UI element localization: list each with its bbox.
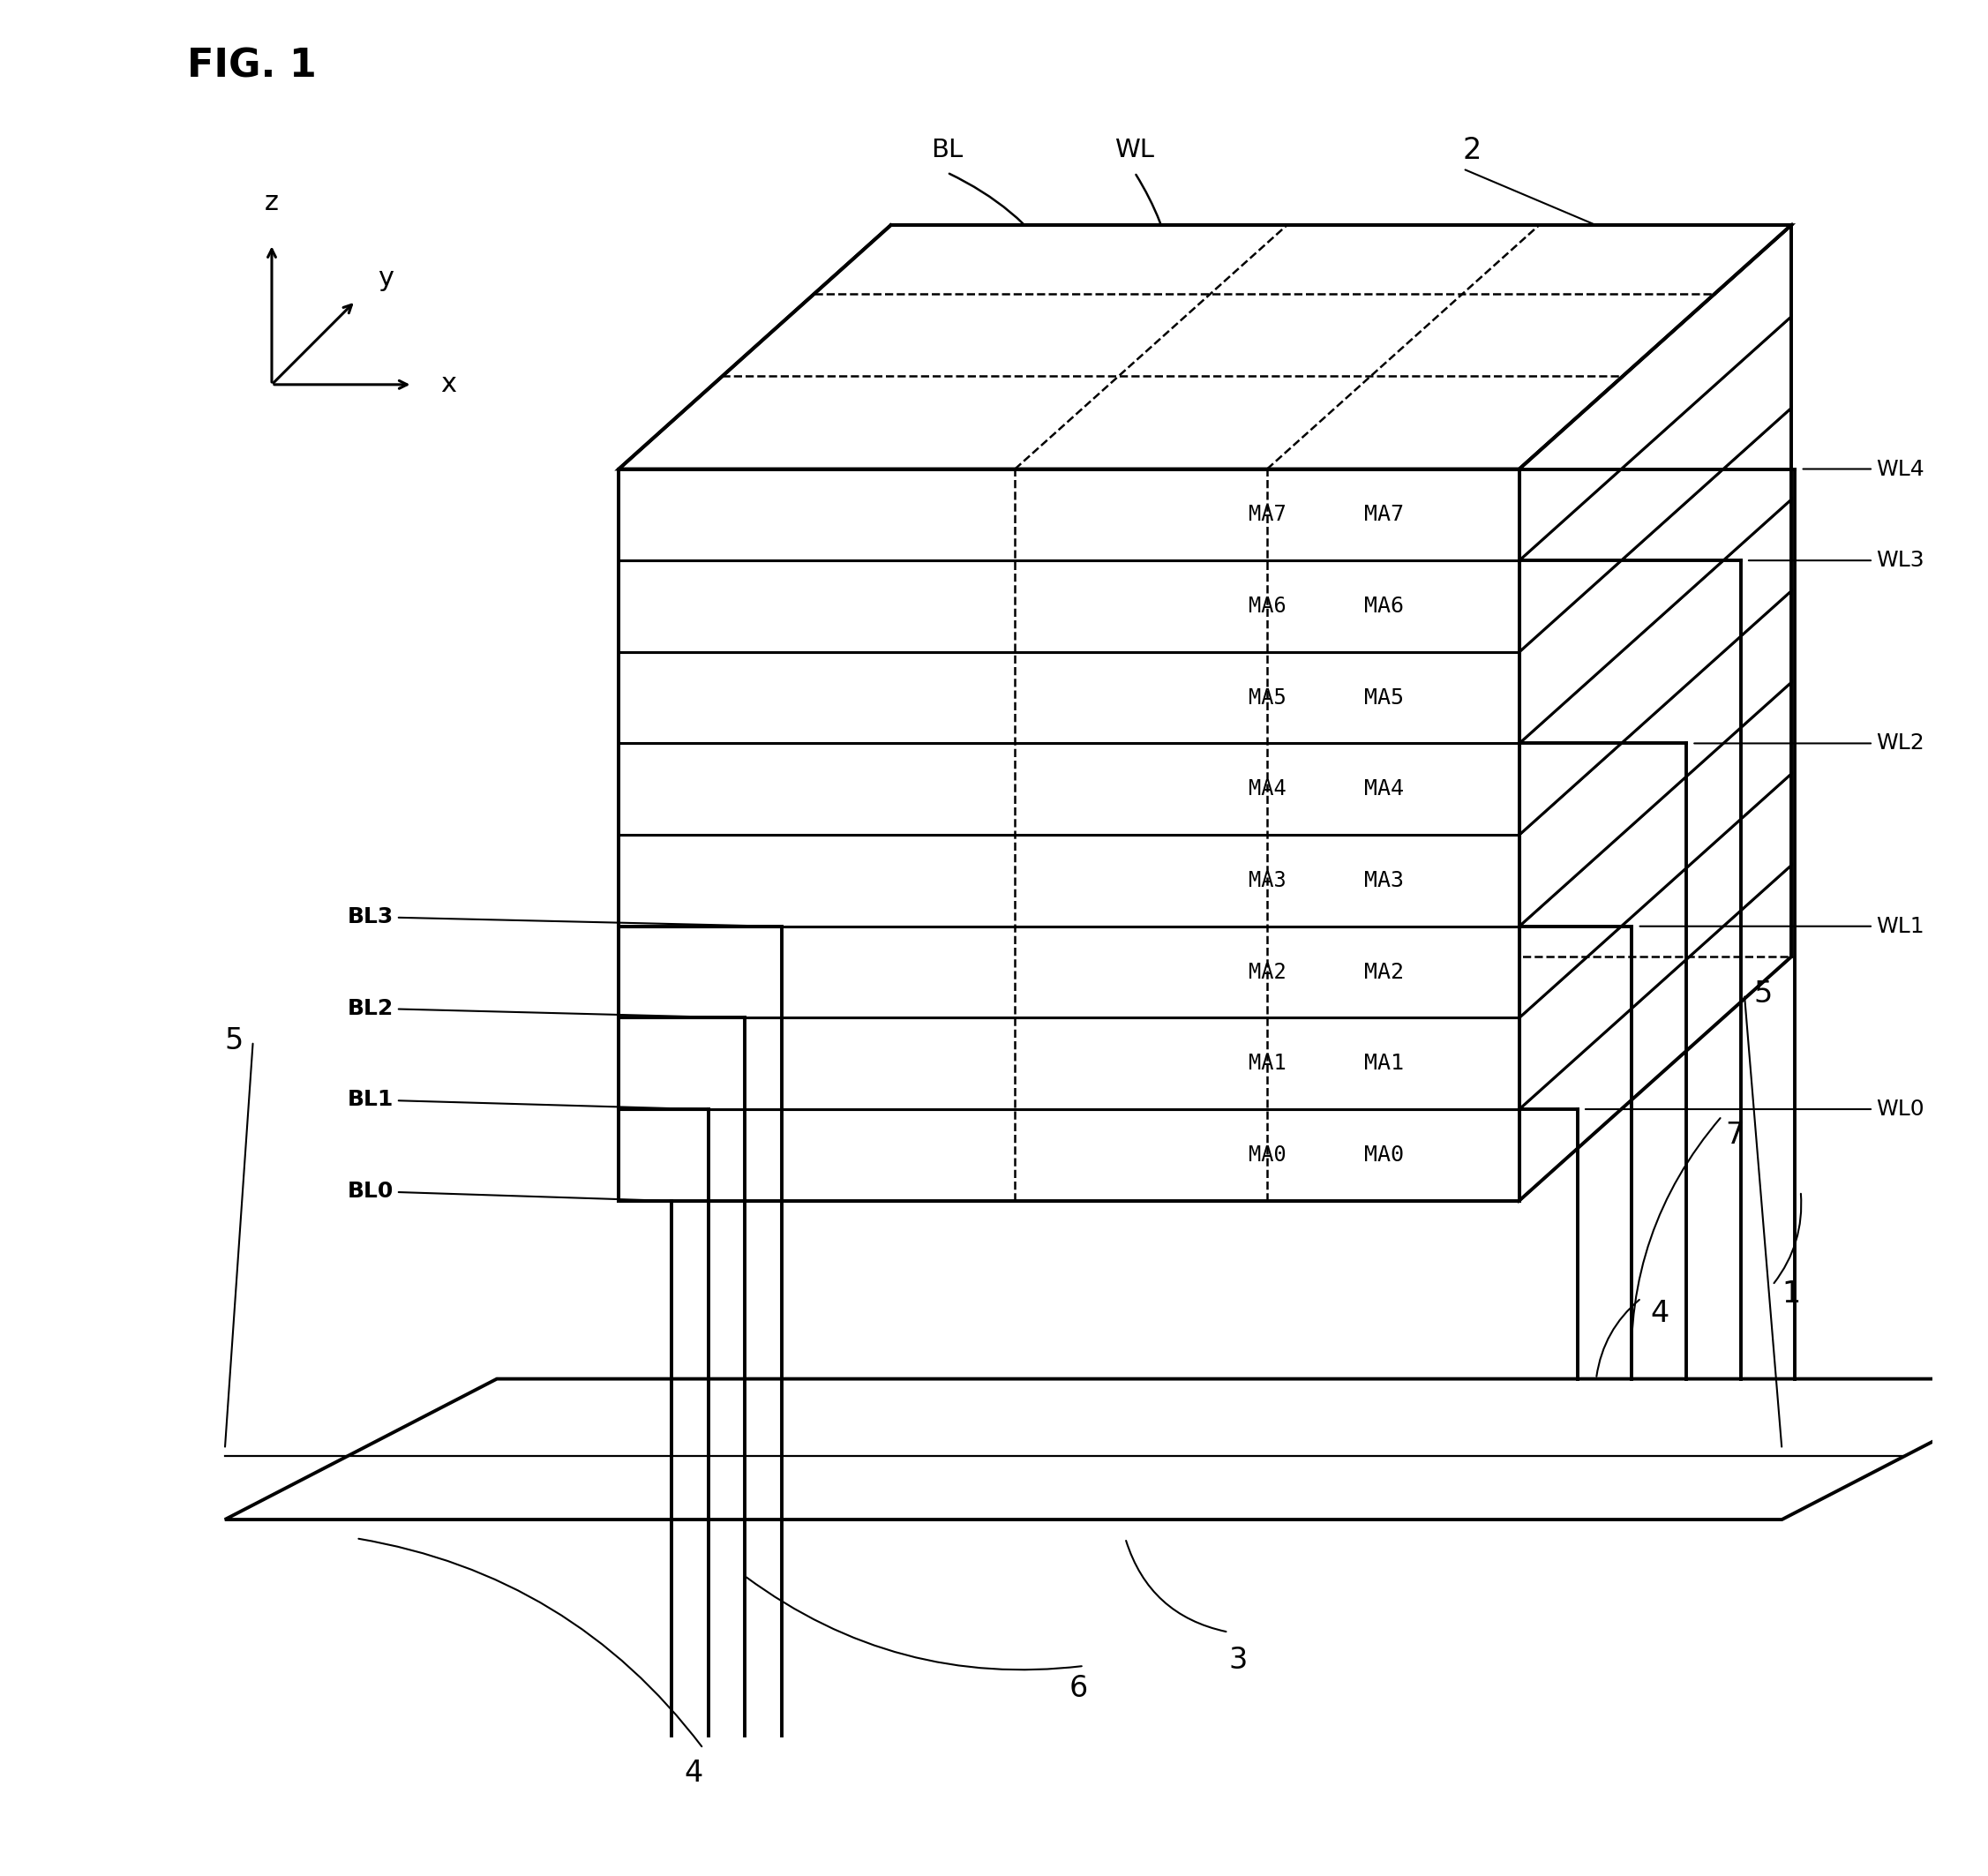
- Text: MA5: MA5: [1248, 687, 1286, 709]
- Text: 6: 6: [1070, 1673, 1087, 1703]
- Polygon shape: [618, 225, 1791, 469]
- Text: FIG. 1: FIG. 1: [187, 47, 316, 84]
- Polygon shape: [618, 743, 1519, 835]
- Text: MA5: MA5: [1364, 687, 1404, 709]
- Text: MA4: MA4: [1364, 779, 1404, 799]
- Polygon shape: [618, 561, 1519, 653]
- Text: MA2: MA2: [1248, 961, 1286, 983]
- Text: BL0: BL0: [348, 1180, 660, 1203]
- Text: WL4: WL4: [1803, 458, 1924, 480]
- Text: x: x: [441, 371, 457, 398]
- Text: 5: 5: [1753, 979, 1773, 1009]
- Polygon shape: [618, 927, 1519, 1017]
- Text: 4: 4: [684, 1758, 704, 1788]
- Polygon shape: [1519, 775, 1791, 1109]
- Text: MA1: MA1: [1248, 1052, 1286, 1075]
- Text: BL1: BL1: [348, 1090, 698, 1111]
- Polygon shape: [618, 653, 1519, 743]
- Text: MA3: MA3: [1248, 870, 1286, 891]
- Text: 1: 1: [1781, 1279, 1801, 1309]
- Polygon shape: [1519, 591, 1791, 927]
- Text: MA7: MA7: [1248, 505, 1286, 525]
- Text: BL: BL: [930, 137, 962, 163]
- Polygon shape: [618, 1017, 1519, 1109]
- Text: WL3: WL3: [1749, 550, 1924, 570]
- Polygon shape: [1519, 225, 1791, 561]
- Text: WL1: WL1: [1640, 915, 1924, 936]
- Text: BL2: BL2: [348, 998, 734, 1019]
- Text: MA1: MA1: [1364, 1052, 1404, 1075]
- Text: MA0: MA0: [1364, 1144, 1404, 1165]
- Text: BL3: BL3: [348, 906, 769, 927]
- Text: z: z: [264, 189, 278, 216]
- Text: WL2: WL2: [1694, 734, 1924, 754]
- Text: 7: 7: [1726, 1120, 1743, 1150]
- Text: MA3: MA3: [1364, 870, 1404, 891]
- Polygon shape: [1519, 683, 1791, 1017]
- Polygon shape: [225, 1379, 1988, 1520]
- Polygon shape: [618, 1109, 1519, 1201]
- Text: 2: 2: [1463, 135, 1481, 165]
- Text: MA6: MA6: [1248, 595, 1286, 617]
- Text: MA0: MA0: [1248, 1144, 1286, 1165]
- Text: 3: 3: [1229, 1645, 1246, 1675]
- Text: MA2: MA2: [1364, 961, 1404, 983]
- Text: WL0: WL0: [1586, 1099, 1924, 1120]
- Text: MA7: MA7: [1364, 505, 1404, 525]
- Polygon shape: [1519, 409, 1791, 743]
- Text: WL: WL: [1115, 137, 1155, 163]
- Polygon shape: [618, 835, 1519, 927]
- Polygon shape: [618, 469, 1519, 561]
- Polygon shape: [1519, 499, 1791, 835]
- Text: 5: 5: [225, 1026, 245, 1056]
- Polygon shape: [1519, 317, 1791, 653]
- Text: MA6: MA6: [1364, 595, 1404, 617]
- Text: y: y: [378, 266, 394, 291]
- Text: MA4: MA4: [1248, 779, 1286, 799]
- Polygon shape: [1519, 865, 1791, 1201]
- Text: 4: 4: [1650, 1298, 1670, 1328]
